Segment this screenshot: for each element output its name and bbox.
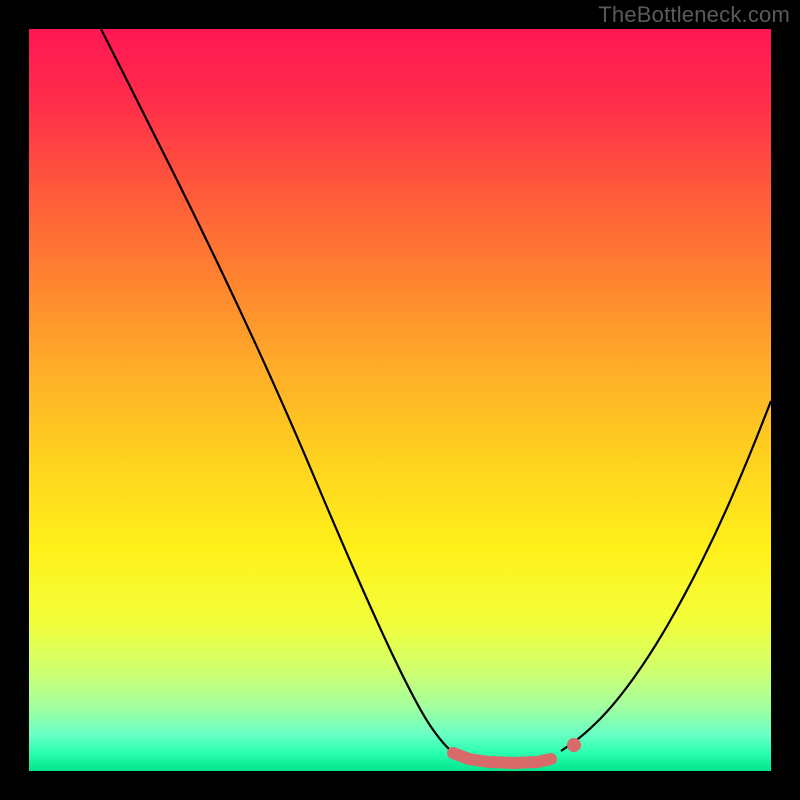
chart-stage: TheBottleneck.com: [0, 0, 800, 800]
curve-right: [561, 401, 771, 751]
valley-highlight: [453, 753, 551, 763]
plot-area: [29, 29, 771, 771]
bottleneck-curve-svg: [29, 29, 771, 771]
watermark-text: TheBottleneck.com: [598, 2, 790, 28]
valley-marker-dot: [567, 738, 581, 752]
curve-left: [101, 29, 453, 753]
